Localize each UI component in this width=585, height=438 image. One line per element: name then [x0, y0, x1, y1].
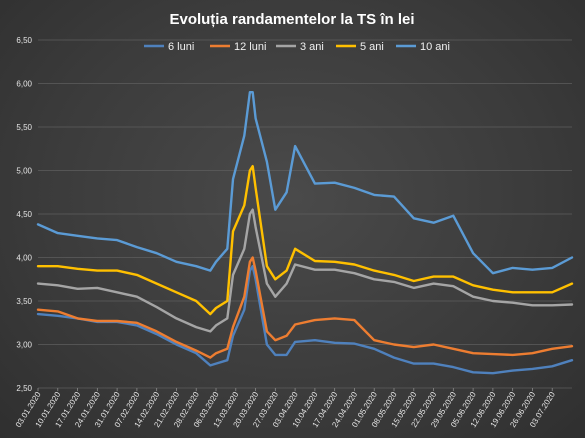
legend-label-0: 6 luni [168, 41, 194, 53]
y-tick-label: 3,50 [16, 297, 32, 306]
y-tick-label: 6,00 [16, 80, 32, 89]
y-tick-label: 5,50 [16, 123, 32, 132]
legend-label-2: 3 ani [300, 41, 324, 53]
series-line-2 [36, 208, 574, 333]
legend: 6 luni 12 luni 3 ani 5 ani 10 ani [144, 41, 450, 53]
y-tick-label: 5,00 [16, 167, 32, 176]
series-line-1 [36, 256, 574, 359]
legend-label-4: 10 ani [420, 41, 450, 53]
y-tick-label: 4,50 [16, 210, 32, 219]
y-tick-label: 2,50 [16, 384, 32, 393]
chart-title: Evoluția randamentelor la TS în lei [169, 11, 414, 28]
legend-label-3: 5 ani [360, 41, 384, 53]
series-lines [36, 90, 574, 375]
y-tick-label: 6,50 [16, 36, 32, 45]
legend-label-1: 12 luni [234, 41, 266, 53]
grid-lines [38, 39, 572, 389]
y-tick-label: 4,00 [16, 254, 32, 263]
x-axis: 03.01.202010.01.202017.01.202024.01.2020… [14, 388, 557, 429]
series-line-0 [36, 265, 574, 375]
y-tick-label: 3,00 [16, 341, 32, 350]
y-axis: 6,50 6,00 5,50 5,00 4,50 4,00 3,50 3,00 2,50 [16, 36, 32, 393]
series-line-4 [36, 90, 574, 275]
series-line-3 [36, 164, 574, 316]
